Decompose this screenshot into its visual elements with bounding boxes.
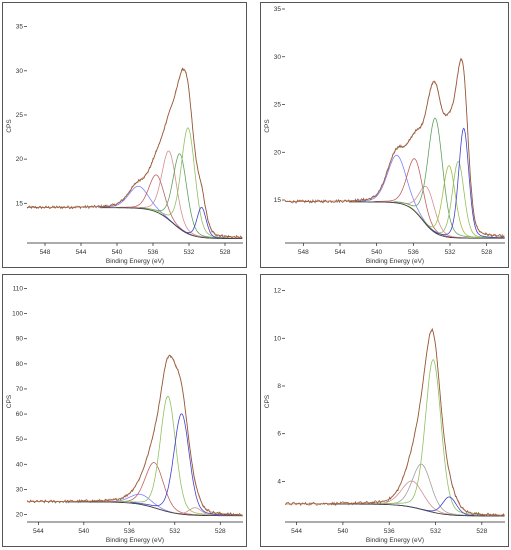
y-tick-label: 80 — [16, 361, 24, 368]
y-tick-label: 30 — [16, 486, 24, 493]
component-peak-3 — [128, 150, 210, 238]
x-tick-label: 544 — [335, 249, 346, 256]
component-peak-3 — [381, 359, 486, 516]
raw-spectrum — [284, 57, 505, 240]
x-tick-label: 540 — [112, 249, 123, 256]
y-tick-label: 20 — [16, 511, 24, 518]
y-tick-label: 20 — [16, 156, 24, 163]
y-tick-label: 4 — [277, 478, 281, 485]
y-axis-label: CPS — [264, 119, 271, 133]
x-tick-label: 536 — [124, 528, 135, 535]
xps-panel-top-left: 548 544 540 536 532 528 15 20 25 30 35 Binding Ener… — [2, 2, 247, 268]
y-tick-label: 70 — [16, 386, 24, 393]
background-line — [101, 207, 243, 240]
component-peak-3 — [116, 395, 220, 516]
xps-panel-top-right: 548 544 540 536 532 528 15 20 25 30 35 Binding Ener… — [260, 2, 509, 268]
y-tick-label: 15 — [274, 197, 282, 204]
x-tick-label: 536 — [384, 528, 395, 535]
x-axis-label: Binding Energy (eV) — [106, 258, 164, 265]
chart-svg: 548 544 540 536 532 528 15 20 25 30 35 Binding Ener… — [6, 24, 243, 265]
raw-spectrum — [26, 67, 243, 240]
background-line — [349, 201, 505, 239]
x-tick-label: 528 — [481, 249, 492, 256]
x-axis-label: Binding Energy (eV) — [106, 537, 164, 544]
y-axis-label: CPS — [6, 394, 13, 408]
fit-envelope — [285, 329, 505, 516]
component-peak-1 — [355, 154, 439, 235]
y-tick-label: 8 — [277, 383, 281, 390]
xps-panel-bottom-left: 544 540 536 532 528 20 30 40 50 60 70 80 90 100 110 Bin… — [2, 274, 247, 547]
component-peak-5 — [147, 127, 229, 239]
y-tick-label: 6 — [277, 431, 281, 438]
x-tick-label: 540 — [371, 249, 382, 256]
component-peak-4 — [130, 413, 233, 516]
x-tick-label: 548 — [40, 249, 51, 256]
y-tick-label: 25 — [274, 102, 282, 109]
y-tick-label: 10 — [274, 335, 282, 342]
x-tick-label: 544 — [33, 528, 44, 535]
x-tick-label: 532 — [169, 528, 180, 535]
y-tick-label: 110 — [13, 286, 24, 293]
y-tick-label: 100 — [12, 311, 23, 318]
y-tick-label: 60 — [16, 411, 24, 418]
y-tick-label: 50 — [16, 436, 24, 443]
chart-svg: 544 540 536 532 528 4 6 8 10 12 Binding Energy (eV… — [264, 288, 505, 544]
xps-panel-bottom-right: 544 540 536 532 528 4 6 8 10 12 Binding Energy (eV… — [260, 274, 509, 547]
y-tick-label: 90 — [16, 336, 24, 343]
raw-spectrum — [284, 327, 505, 517]
x-tick-label: 544 — [291, 528, 302, 535]
component-peak-4 — [139, 153, 221, 239]
x-tick-label: 540 — [337, 528, 348, 535]
y-axis-label: CPS — [6, 119, 13, 133]
y-tick-label: 25 — [16, 112, 24, 119]
component-peak-2 — [103, 462, 206, 516]
x-tick-label: 532 — [184, 249, 195, 256]
y-tick-label: 20 — [274, 149, 282, 156]
x-tick-label: 528 — [476, 528, 487, 535]
component-peak-4 — [394, 117, 477, 238]
background-line — [67, 501, 243, 517]
x-tick-label: 532 — [445, 249, 456, 256]
y-tick-label: 30 — [16, 68, 24, 75]
y-axis-label: CPS — [264, 394, 271, 408]
x-axis-label: Binding Energy (eV) — [366, 258, 424, 265]
chart-svg: 544 540 536 532 528 20 30 40 50 60 70 80 90 100 110 Bin… — [6, 286, 243, 544]
raw-spectrum — [26, 354, 243, 517]
x-tick-label: 528 — [220, 249, 231, 256]
x-tick-label: 532 — [430, 528, 441, 535]
y-tick-label: 35 — [16, 24, 24, 31]
background-line — [331, 503, 505, 517]
component-peak-1 — [98, 185, 180, 229]
x-tick-label: 544 — [76, 249, 87, 256]
chart-svg: 548 544 540 536 532 528 15 20 25 30 35 Binding Ener… — [264, 6, 505, 265]
y-tick-label: 35 — [274, 6, 282, 13]
y-tick-label: 30 — [274, 54, 282, 61]
y-tick-label: 40 — [16, 461, 24, 468]
x-axis-label: Binding Energy (eV) — [366, 537, 424, 544]
x-tick-label: 528 — [215, 528, 226, 535]
fit-envelope — [27, 354, 243, 516]
component-peak-3 — [385, 185, 469, 239]
x-tick-label: 540 — [78, 528, 89, 535]
y-tick-label: 12 — [274, 288, 282, 295]
y-tick-label: 15 — [16, 200, 24, 207]
fit-envelope — [27, 68, 243, 238]
fit-envelope — [285, 58, 505, 237]
component-peak-2 — [116, 174, 198, 237]
component-peak-2 — [373, 158, 457, 238]
component-peak-7 — [422, 127, 505, 239]
x-tick-label: 548 — [298, 249, 309, 256]
x-tick-label: 536 — [408, 249, 419, 256]
x-tick-label: 536 — [148, 249, 159, 256]
